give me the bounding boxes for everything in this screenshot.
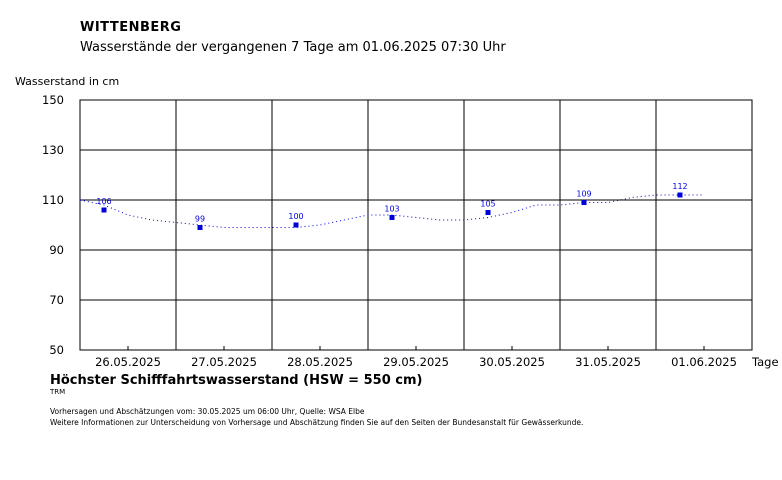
data-label: 112 — [672, 182, 687, 191]
data-point — [293, 222, 299, 228]
data-label: 100 — [288, 212, 303, 221]
grid-layer — [79, 99, 753, 351]
hsw-label: Höchster Schifffahrtswasserstand (HSW = … — [50, 373, 423, 388]
data-label: 99 — [195, 215, 205, 224]
data-label: 103 — [384, 205, 399, 214]
x-axis-title: Tage — [751, 355, 779, 369]
x-tick-label: 27.05.2025 — [191, 355, 257, 369]
data-point — [485, 210, 491, 215]
trm-label: TRM — [50, 388, 66, 396]
info-note: Weitere Informationen zur Unterscheidung… — [50, 418, 584, 427]
forecast-source-note: Vorhersagen und Abschätzungen vom: 30.05… — [50, 407, 365, 416]
data-point — [677, 192, 683, 198]
data-point — [101, 207, 107, 213]
y-tick-label: 110 — [42, 193, 64, 207]
y-tick-label: 150 — [42, 93, 64, 107]
y-tick-label: 70 — [49, 293, 64, 307]
marker-layer — [101, 192, 683, 230]
data-label: 106 — [96, 197, 111, 206]
station-title: WITTENBERG — [80, 20, 182, 35]
y-tick-label: 50 — [49, 343, 64, 357]
data-point — [389, 215, 395, 220]
data-label: 109 — [576, 190, 591, 199]
y-tick-label: 90 — [49, 243, 64, 257]
data-point — [197, 225, 203, 230]
y-tick-label: 130 — [42, 143, 64, 157]
data-label: 105 — [480, 200, 495, 209]
label-layer: 50 70 90 110 130 150 26.05.2025 27.05.2025 28.05… — [15, 75, 779, 369]
y-axis-title: Wasserstand in cm — [15, 75, 119, 88]
x-tick-label: 29.05.2025 — [383, 355, 449, 369]
x-tick-label: 30.05.2025 — [479, 355, 545, 369]
x-tick-label: 01.06.2025 — [671, 355, 737, 369]
plot-frame — [79, 99, 753, 351]
chart-subtitle: Wasserstände der vergangenen 7 Tage am 0… — [80, 40, 506, 55]
x-tick-label: 26.05.2025 — [95, 355, 161, 369]
x-tick-label: 28.05.2025 — [287, 355, 353, 369]
x-tick-label: 31.05.2025 — [575, 355, 641, 369]
water-level-chart: 50 70 90 110 130 150 26.05.2025 27.05.2025 28.05… — [15, 75, 779, 369]
data-point — [581, 200, 587, 205]
